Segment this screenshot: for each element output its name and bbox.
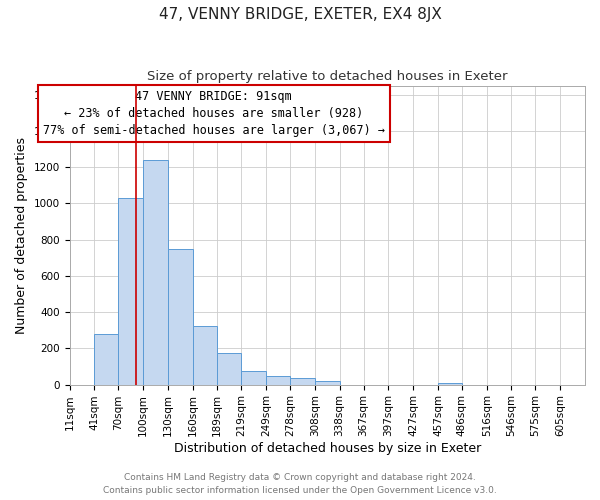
X-axis label: Distribution of detached houses by size in Exeter: Distribution of detached houses by size … (173, 442, 481, 455)
Title: Size of property relative to detached houses in Exeter: Size of property relative to detached ho… (147, 70, 508, 83)
Bar (290, 378, 315, 384)
Bar (94, 334, 118, 384)
Bar (217, 353, 241, 384)
Bar (241, 371, 266, 384)
Bar (118, 198, 143, 384)
Bar (315, 381, 340, 384)
Bar (193, 326, 217, 384)
Bar (168, 248, 193, 384)
Text: 47 VENNY BRIDGE: 91sqm
← 23% of detached houses are smaller (928)
77% of semi-de: 47 VENNY BRIDGE: 91sqm ← 23% of detached… (43, 90, 385, 137)
Bar (438, 383, 462, 384)
Text: 47, VENNY BRIDGE, EXETER, EX4 8JX: 47, VENNY BRIDGE, EXETER, EX4 8JX (158, 8, 442, 22)
Text: Contains HM Land Registry data © Crown copyright and database right 2024.
Contai: Contains HM Land Registry data © Crown c… (103, 474, 497, 495)
Bar (266, 376, 290, 384)
Bar (143, 160, 168, 384)
Y-axis label: Number of detached properties: Number of detached properties (15, 136, 28, 334)
